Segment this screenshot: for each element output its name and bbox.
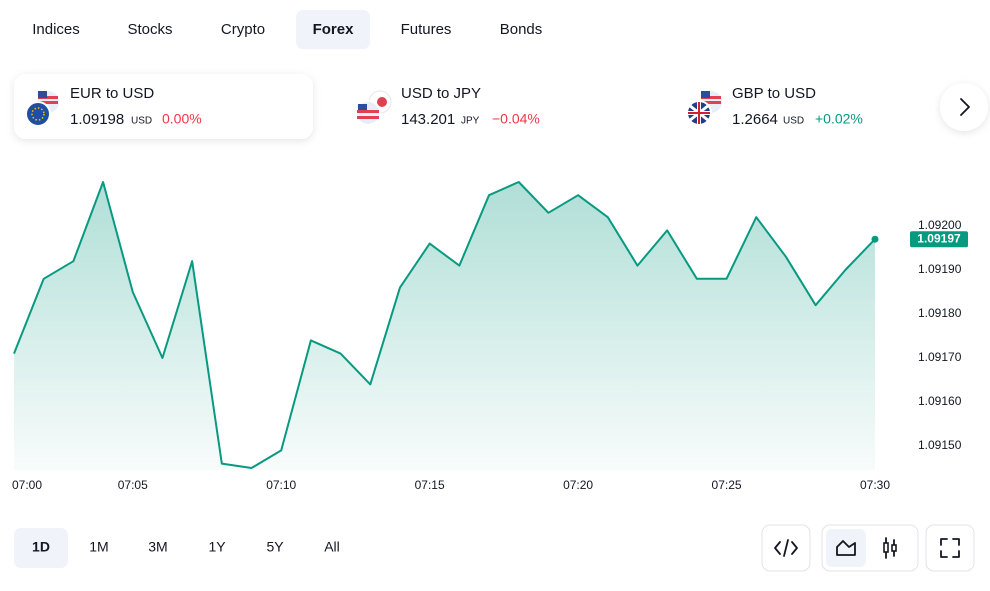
y-tick-label: 1.09200: [918, 218, 962, 232]
ticker-price: 143.201: [401, 111, 455, 128]
range-button[interactable]: 3M: [148, 539, 167, 555]
range-button[interactable]: 1D: [32, 539, 50, 555]
candle-chart-button[interactable]: [883, 537, 897, 559]
line: [13, 181, 876, 469]
ticker-change: 0.00%: [162, 111, 202, 127]
ticker-change: −0.04%: [492, 111, 540, 127]
x-tick-label: 07:30: [860, 478, 890, 492]
next-button[interactable]: [940, 83, 988, 131]
ticker-name: EUR to USD: [70, 85, 154, 102]
x-tick-label: 07:00: [12, 478, 42, 492]
flag-icon: [355, 90, 392, 126]
x-tick-label: 07:05: [118, 478, 148, 492]
area-icon: [836, 540, 856, 556]
range-button[interactable]: 5Y: [266, 539, 284, 555]
ticker-unit: JPY: [461, 116, 480, 127]
tab[interactable]: Futures: [401, 21, 452, 38]
tab[interactable]: Stocks: [127, 21, 172, 38]
x-tick-label: 07:25: [712, 478, 742, 492]
ticker-unit: USD: [783, 116, 804, 127]
active-range-bg: [14, 528, 68, 568]
fullscreen-button[interactable]: [925, 524, 975, 572]
y-tick-label: 1.09170: [918, 350, 962, 364]
tab[interactable]: Indices: [32, 21, 80, 38]
last-value-label: 1.09197: [917, 231, 961, 245]
ticker-unit: USD: [131, 116, 152, 127]
last-point: [871, 235, 879, 243]
tab[interactable]: Forex: [313, 21, 355, 38]
x-tick-label: 07:10: [266, 478, 296, 492]
ticker-card[interactable]: [14, 74, 313, 139]
tab[interactable]: Bonds: [500, 21, 543, 38]
flag-icon: [25, 91, 59, 127]
y-tick-label: 1.09190: [918, 262, 962, 276]
chart: 1.09150 1.09160 1.09170 1.09180 1.09190 1.092…: [12, 181, 968, 492]
x-tick-label: 07:20: [563, 478, 593, 492]
flag-icon: [686, 91, 722, 126]
x-tick-label: 07:15: [415, 478, 445, 492]
ticker-price: 1.2664: [732, 111, 778, 128]
embed-button[interactable]: [761, 524, 811, 572]
y-tick-label: 1.09150: [918, 438, 962, 452]
tab[interactable]: Crypto: [221, 21, 265, 38]
range-button[interactable]: 1M: [89, 539, 108, 555]
range-button[interactable]: All: [324, 539, 340, 555]
last-value-badge: [910, 231, 968, 248]
ticker-name: USD to JPY: [401, 85, 481, 102]
chart-type-group: [821, 524, 919, 572]
active-tab-bg: [296, 10, 370, 49]
y-tick-label: 1.09160: [918, 394, 962, 408]
area-chart-button[interactable]: [826, 529, 866, 567]
ticker-price: 1.09198: [70, 111, 124, 128]
ticker-name: GBP to USD: [732, 85, 816, 102]
range-button[interactable]: 1Y: [208, 539, 226, 555]
y-tick-label: 1.09180: [918, 306, 962, 320]
ticker-change: +0.02%: [815, 111, 863, 127]
area: [14, 182, 875, 470]
